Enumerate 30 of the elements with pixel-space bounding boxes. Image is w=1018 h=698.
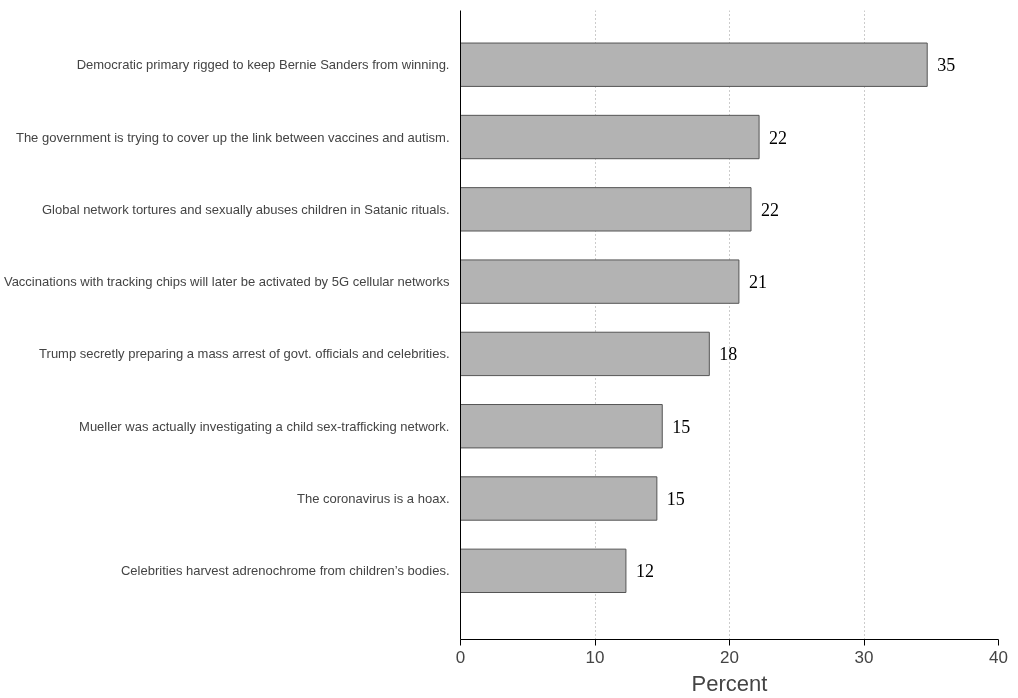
x-tick-label: 10 [585, 647, 605, 667]
data-label: 15 [672, 416, 691, 437]
bar [460, 187, 752, 232]
y-tick-label: The coronavirus is a hoax. [297, 491, 450, 507]
data-label: 35 [937, 55, 956, 76]
x-axis-title: Percent [691, 670, 768, 696]
bar [460, 259, 740, 304]
data-label: 12 [635, 561, 654, 582]
y-tick-label: Global network tortures and sexually abuses children in Satanic rituals. [41, 201, 450, 217]
y-tick-label: Democratic primary rigged to keep Bernie Sanders from winning. [76, 57, 450, 73]
x-tick-label: 30 [854, 647, 874, 667]
bar [460, 114, 760, 160]
x-tick-label: 20 [720, 647, 739, 667]
y-tick-label: Trump secretly preparing a mass arrest of govt. officials and celebrities. [39, 346, 450, 362]
y-tick-label: Mueller was actually investigating a child sex-trafficking network. [79, 418, 450, 434]
x-tick-label: 0 [455, 647, 466, 667]
y-tick-label: Vaccinations with tracking chips will later be activated by 5G cellular networks [3, 274, 450, 290]
bar [460, 42, 928, 87]
y-tick-label: Celebrities harvest adrenochrome from children’s bodies. [120, 563, 450, 579]
data-label: 21 [748, 272, 767, 293]
data-label: 22 [769, 127, 788, 148]
x-tick-label: 40 [989, 647, 1008, 667]
data-label: 18 [719, 344, 738, 365]
bar [460, 404, 663, 449]
bar [460, 548, 627, 594]
bar [460, 476, 658, 521]
y-tick-label: The government is trying to cover up the link between vaccines and autism. [15, 129, 450, 145]
data-label: 15 [666, 489, 685, 510]
bar [460, 331, 710, 377]
data-label: 22 [761, 199, 780, 220]
